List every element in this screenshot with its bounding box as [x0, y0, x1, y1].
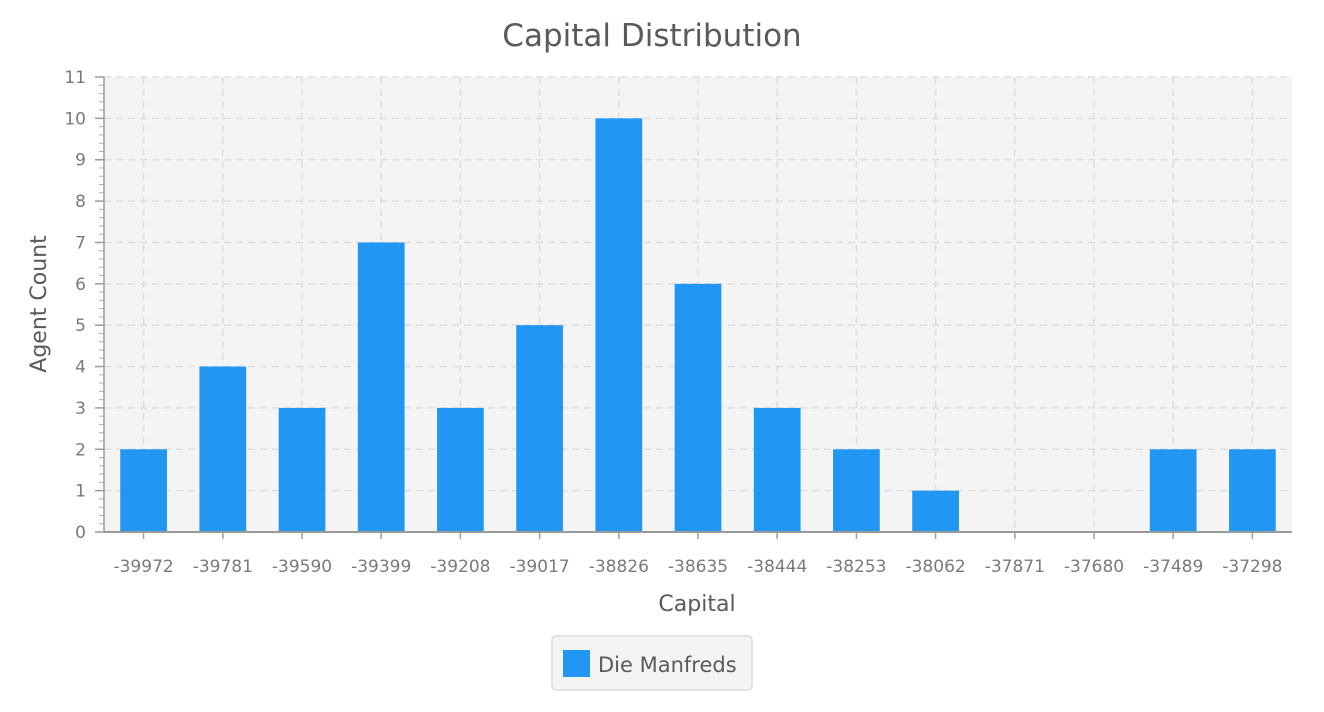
- bar: [674, 283, 722, 532]
- x-tick-label: -39017: [509, 557, 569, 577]
- y-tick-label: 10: [64, 109, 86, 129]
- y-tick-label: 2: [75, 440, 86, 460]
- chart-title: Capital Distribution: [502, 18, 801, 54]
- bar: [912, 490, 959, 532]
- x-tick-label: -38444: [747, 557, 807, 577]
- x-tick-label: -37680: [1064, 557, 1124, 577]
- bar: [1229, 449, 1276, 532]
- y-tick-label: 0: [75, 523, 86, 543]
- y-axis-title: Agent Count: [27, 235, 52, 373]
- y-tick-labels: 0 1 2 3 4 5 6 7 8 9 10 11: [64, 68, 86, 543]
- y-tick-label: 7: [75, 233, 86, 253]
- y-tick-label: 6: [75, 275, 86, 295]
- x-tick-label: -39781: [193, 557, 253, 577]
- y-tick-label: 1: [75, 482, 86, 502]
- legend-box: [551, 635, 753, 691]
- bar: [278, 407, 326, 532]
- bar: [833, 449, 880, 532]
- x-tick-label: -39399: [351, 557, 411, 577]
- bar: [357, 242, 405, 533]
- bar: [516, 325, 563, 532]
- x-tick-label: -38826: [589, 557, 649, 577]
- x-tick-label: -37298: [1222, 557, 1282, 577]
- bar: [437, 407, 484, 532]
- x-tick-label: -38253: [826, 557, 886, 577]
- y-tick-label: 3: [75, 399, 86, 419]
- x-axis-title: Capital: [658, 592, 735, 617]
- axes: [95, 76, 1292, 539]
- y-tick-label: 11: [64, 68, 86, 88]
- y-tick-label: 8: [75, 192, 86, 212]
- legend: Die Manfreds: [551, 635, 753, 691]
- x-tick-label: -37871: [985, 557, 1045, 577]
- x-tick-labels: -39972 -39781 -39590 -39399 -39208 -39017 -388…: [113, 557, 1282, 577]
- legend-label: Die Manfreds: [598, 653, 737, 677]
- bar: [595, 118, 643, 532]
- bar: [753, 407, 801, 532]
- x-tick-label: -39972: [113, 557, 173, 577]
- y-tick-label: 5: [75, 316, 86, 336]
- bar: [120, 449, 167, 532]
- x-tick-label: -38635: [668, 557, 728, 577]
- bars: [120, 118, 1276, 533]
- bar: [1149, 449, 1197, 532]
- x-tick-label: -39208: [430, 557, 490, 577]
- y-tick-label: 4: [75, 358, 86, 378]
- x-tick-label: -39590: [272, 557, 332, 577]
- x-tick-label: -38062: [905, 557, 965, 577]
- legend-swatch: [563, 650, 590, 677]
- x-tick-label: -37489: [1143, 557, 1203, 577]
- bar: [199, 366, 247, 532]
- y-tick-label: 9: [75, 151, 86, 171]
